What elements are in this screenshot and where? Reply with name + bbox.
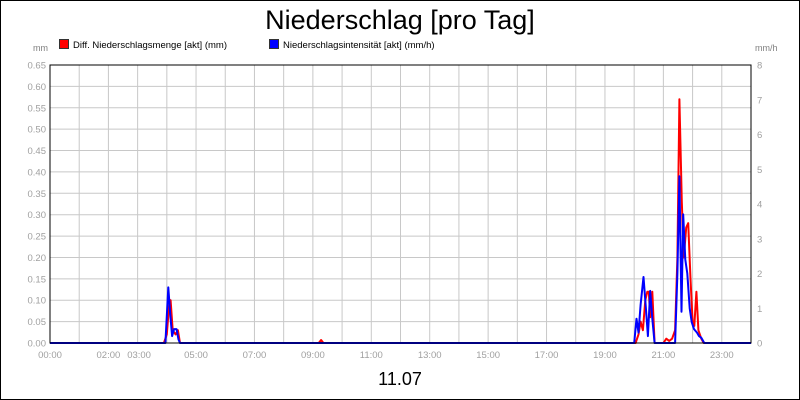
y-left-tick-label: 0.25 — [28, 232, 47, 243]
y-right-tick-label: 2 — [757, 269, 762, 280]
x-tick-label: 23:00 — [710, 350, 734, 361]
legend-swatch-red — [59, 39, 69, 49]
y-right-tick-label: 8 — [757, 61, 762, 72]
chart-title: Niederschlag [pro Tag] — [265, 5, 535, 35]
y-right-tick-label: 3 — [757, 234, 762, 245]
y-right-tick-label: 0 — [757, 339, 762, 350]
series-line-intensitaet — [50, 175, 751, 344]
x-tick-label: 09:00 — [301, 350, 325, 361]
right-axis-unit: mm/h — [755, 43, 778, 53]
x-tick-label: 02:00 — [97, 350, 121, 361]
y-right-tick-label: 6 — [757, 130, 762, 141]
y-left-tick-label: 0.45 — [28, 146, 47, 157]
y-left-tick-label: 0.60 — [28, 82, 47, 93]
x-tick-label: 21:00 — [651, 350, 675, 361]
x-tick-label: 13:00 — [418, 350, 442, 361]
x-tick-label: 03:00 — [127, 350, 151, 361]
legend-item-menge: Diff. Niederschlagsmenge [akt] (mm) — [59, 39, 227, 51]
y-left-tick-label: 0.35 — [28, 189, 47, 200]
y-left-tick-label: 0.55 — [28, 103, 47, 114]
plot-border — [49, 64, 752, 344]
x-axis-date-label: 11.07 — [378, 369, 422, 389]
legend-label-intensitaet: Niederschlagsintensität [akt] (mm/h) — [283, 40, 435, 51]
x-tick-label: 15:00 — [476, 350, 500, 361]
x-tick-label: 11:00 — [360, 350, 383, 361]
x-tick-label: 19:00 — [593, 350, 617, 361]
y-left-tick-label: 0.15 — [28, 274, 47, 285]
y-right-tick-label: 4 — [757, 200, 762, 211]
legend-item-intensitaet: Niederschlagsintensität [akt] (mm/h) — [269, 39, 435, 51]
y-left-tick-label: 0.30 — [28, 210, 47, 221]
y-left-tick-label: 0.20 — [28, 253, 47, 264]
y-right-tick-label: 7 — [757, 95, 762, 106]
y-left-tick-label: 0.65 — [28, 61, 47, 72]
y-right-tick-label: 1 — [757, 304, 762, 315]
y-left-tick-label: 0.50 — [28, 125, 47, 136]
x-tick-label: 17:00 — [535, 350, 559, 361]
y-right-tick-label: 5 — [757, 165, 762, 176]
y-left-tick-label: 0.00 — [28, 339, 47, 350]
x-tick-label: 07:00 — [243, 350, 267, 361]
y-left-tick-label: 0.10 — [28, 296, 47, 307]
y-left-tick-label: 0.05 — [28, 317, 47, 328]
left-axis-unit: mm — [33, 43, 48, 53]
legend-label-menge: Diff. Niederschlagsmenge [akt] (mm) — [73, 40, 227, 51]
x-tick-label: 05:00 — [184, 350, 208, 361]
y-left-tick-label: 0.40 — [28, 167, 47, 178]
legend-swatch-blue — [269, 39, 279, 49]
x-tick-label: 00:00 — [38, 350, 62, 361]
